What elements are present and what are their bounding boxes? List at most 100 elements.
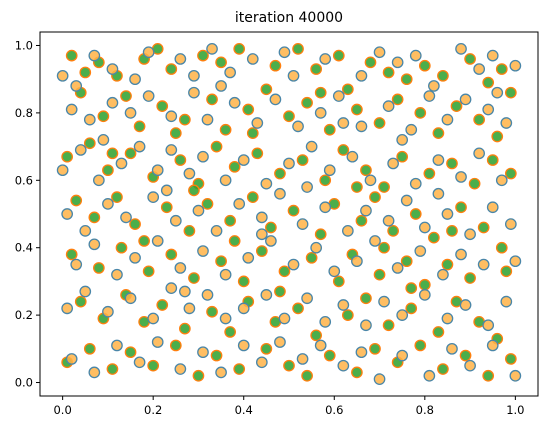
scatter-point-s0-150 <box>228 235 241 247</box>
scatter-point-s1-74 <box>192 204 205 217</box>
scatter-point-s1-13 <box>319 53 332 65</box>
scatter-point-s0-129 <box>106 363 119 375</box>
scatter-point-s0-56 <box>296 154 309 166</box>
scatter-point-s1-137 <box>133 356 146 369</box>
scatter-point-s0-107 <box>74 295 87 308</box>
scatter-point-s1-149 <box>373 373 386 385</box>
scatter-point-s1-80 <box>319 201 332 214</box>
scatter-point-s1-136 <box>111 339 123 352</box>
scatter-point-s1-142 <box>237 339 250 352</box>
scatter-point-s1-132 <box>482 319 495 332</box>
scatter-point-s1-72 <box>147 191 160 203</box>
scatter-point-s0-9 <box>233 42 246 55</box>
scatter-point-s1-2 <box>88 49 101 62</box>
scatter-point-s0-12 <box>310 63 323 75</box>
scatter-point-s0-36 <box>323 123 336 136</box>
scatter-point-s1-130 <box>441 312 454 325</box>
scatter-point-s0-135 <box>233 363 246 375</box>
scatter-point-s1-15 <box>373 46 386 59</box>
scatter-point-s0-29 <box>179 113 191 126</box>
scatter-point-s1-108 <box>455 248 467 261</box>
scatter-point-s1-148 <box>355 346 368 359</box>
scatter-point-s0-31 <box>219 123 232 136</box>
scatter-point-s0-134 <box>210 349 223 362</box>
scatter-point-s1-96 <box>197 245 209 257</box>
scatter-point-s1-160 <box>337 117 350 129</box>
scatter-point-s0-90 <box>115 241 128 254</box>
scatter-point-s1-157 <box>160 184 173 197</box>
scatter-point-s1-10 <box>246 53 259 65</box>
scatter-point-s0-154 <box>446 225 458 237</box>
scatter-point-s0-114 <box>224 326 236 338</box>
scatter-point-s0-72 <box>183 225 196 237</box>
scatter-point-s1-159 <box>301 181 313 193</box>
scatter-point-s1-90 <box>70 258 83 271</box>
scatter-point-s0-52 <box>210 140 223 153</box>
scatter-point-s0-85 <box>455 201 467 214</box>
scatter-point-s0-158 <box>405 282 418 294</box>
scatter-point-s0-10 <box>269 59 282 72</box>
plot-frame <box>39 31 539 397</box>
x-tick-label-2: 0.4 <box>235 403 253 417</box>
scatter-point-s0-86 <box>477 221 490 234</box>
scatter-point-s0-128 <box>83 342 96 355</box>
scatter-point-s0-58 <box>337 144 350 156</box>
scatter-point-s0-89 <box>93 262 105 274</box>
scatter-point-s1-125 <box>337 299 350 311</box>
scatter-point-s1-85 <box>418 221 431 234</box>
scatter-point-s0-82 <box>387 225 399 237</box>
scatter-point-s0-13 <box>332 49 345 62</box>
scatter-point-s1-38 <box>382 100 395 113</box>
scatter-point-s0-84 <box>428 231 440 244</box>
scatter-point-s1-20 <box>473 63 485 75</box>
scatter-point-s0-46 <box>83 137 96 150</box>
scatter-point-s0-61 <box>396 150 409 163</box>
scatter-point-s0-1 <box>79 66 92 79</box>
scatter-point-s1-93 <box>129 251 141 264</box>
scatter-point-s1-73 <box>169 214 182 227</box>
x-tick-label-0: 0.0 <box>53 403 71 417</box>
scatter-point-s0-87 <box>495 241 508 254</box>
y-tick-label-3: 0.6 <box>15 173 33 187</box>
scatter-point-s1-158 <box>215 80 227 92</box>
scatter-point-s1-37 <box>355 120 368 133</box>
scatter-point-s1-71 <box>120 211 132 224</box>
scatter-point-s0-25 <box>97 110 110 123</box>
scatter-point-s1-33 <box>269 93 282 106</box>
scatter-point-s1-25 <box>106 96 119 109</box>
scatter-point-s0-53 <box>228 160 241 173</box>
scatter-point-s1-151 <box>423 369 436 382</box>
scatter-point-s1-9 <box>224 66 236 79</box>
scatter-point-s1-162 <box>255 228 268 241</box>
scatter-point-s1-118 <box>201 289 214 301</box>
scatter-point-s0-42 <box>450 100 463 113</box>
x-tick-label-3: 0.6 <box>325 403 343 417</box>
scatter-point-s1-3 <box>106 63 119 75</box>
x-tick-label-1: 0.2 <box>144 403 162 417</box>
scatter-point-s0-62 <box>423 167 436 180</box>
scatter-point-s1-29 <box>188 86 200 99</box>
scatter-point-s0-132 <box>169 339 182 352</box>
scatter-point-s1-83 <box>382 214 395 227</box>
scatter-point-s1-103 <box>351 255 363 268</box>
scatter-point-s0-20 <box>464 53 476 65</box>
scatter-point-s0-103 <box>418 278 431 291</box>
scatter-point-s1-63 <box>409 177 422 190</box>
scatter-point-s0-145 <box>459 349 472 362</box>
scatter-point-s1-115 <box>147 312 160 325</box>
scatter-point-s1-53 <box>197 150 209 163</box>
scatter-point-s1-102 <box>328 265 341 278</box>
scatter-point-s0-117 <box>292 302 304 315</box>
scatter-point-s1-127 <box>378 295 390 308</box>
scatter-point-s0-77 <box>287 204 300 217</box>
scatter-point-s1-21 <box>486 49 499 62</box>
scatter-point-s1-86 <box>441 208 454 220</box>
y-tick-label-4: 0.8 <box>15 106 33 120</box>
scatter-point-s1-41 <box>441 113 454 126</box>
scatter-point-s0-63 <box>446 157 458 170</box>
scatter-point-s1-59 <box>323 164 336 177</box>
scatter-point-s1-153 <box>464 359 476 372</box>
scatter-point-s1-47 <box>93 174 105 187</box>
scatter-point-s0-64 <box>468 177 481 190</box>
scatter-point-s1-60 <box>346 150 359 163</box>
